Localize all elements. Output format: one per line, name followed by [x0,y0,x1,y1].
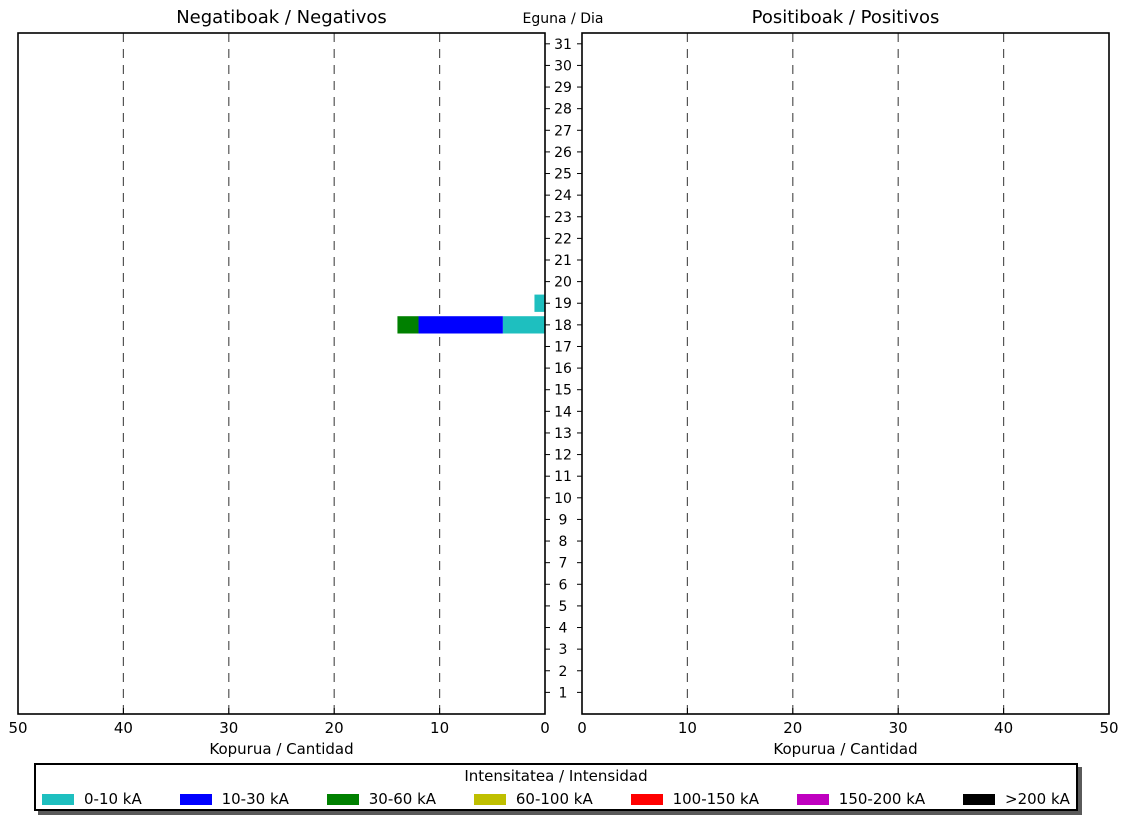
legend-swatch [630,793,663,805]
legend-items: 0-10 kA 10-30 kA 30-60 kA 60-100 kA 100-… [42,789,1070,809]
day-label: 12 [554,448,572,464]
x-tick-label: 0 [540,719,550,737]
day-label: 9 [559,512,568,528]
panel-title: Positiboak / Positivos [752,7,940,28]
x-tick-label: 20 [783,719,802,737]
x-axis-label: Kopurua / Cantidad [209,740,353,758]
day-label: 7 [559,556,568,572]
legend-swatch [796,793,829,805]
legend-swatch [179,793,212,805]
plot-frame [581,32,1110,715]
day-label: 8 [559,534,568,550]
x-tick-label: 10 [678,719,697,737]
bar-segment [502,316,545,334]
day-label: 3 [559,642,568,658]
bar-segment [418,316,503,334]
legend-item: 30-60 kA [326,790,437,808]
x-tick-label: 50 [1099,719,1118,737]
legend-item: 10-30 kA [179,790,289,808]
day-label: 16 [554,361,572,377]
legend-title: Intensitatea / Intensidad [464,767,648,785]
day-label: 26 [554,145,572,161]
day-label: 27 [554,123,572,139]
legend-swatch [326,793,359,805]
x-tick-label: 30 [889,719,908,737]
x-tick-label: 40 [114,719,133,737]
legend-label: 100-150 kA [672,790,759,808]
bar-segment [534,294,545,312]
legend-label: >200 kA [1005,790,1070,808]
day-label: 19 [554,296,572,312]
day-label: 24 [554,188,572,204]
day-label: 6 [559,577,568,593]
day-label: 4 [559,621,568,637]
center-axis-label: Eguna / Dia [523,11,604,27]
day-label: 11 [554,469,572,485]
day-label: 2 [559,664,568,680]
x-axis-label: Kopurua / Cantidad [773,740,917,758]
legend-label: 30-60 kA [368,790,437,808]
day-label: 28 [554,102,572,118]
day-label: 15 [554,383,572,399]
x-tick-label: 40 [994,719,1013,737]
day-label: 5 [559,599,568,615]
bar-segment [397,316,419,334]
legend-swatch [42,793,74,805]
day-label: 21 [554,253,572,269]
day-label: 14 [554,404,572,420]
legend-item: 0-10 kA [42,790,142,808]
legend-item: 60-100 kA [473,790,593,808]
day-label: 30 [554,58,572,74]
day-label: 13 [554,426,572,442]
day-label: 23 [554,210,572,226]
day-label: 20 [554,275,572,291]
plot-frame [17,32,546,715]
day-label: 29 [554,80,572,96]
day-label: 31 [554,37,572,53]
legend-item: 150-200 kA [796,790,926,808]
legend-label: 60-100 kA [515,790,593,808]
day-label: 1 [559,685,568,701]
legend-label: 0-10 kA [84,790,142,808]
legend-item: >200 kA [963,790,1070,808]
day-label: 25 [554,167,572,183]
legend-item: 100-150 kA [630,790,759,808]
x-tick-label: 50 [8,719,27,737]
x-tick-label: 20 [325,719,344,737]
x-tick-label: 30 [219,719,238,737]
panel-title: Negatiboak / Negativos [176,7,387,28]
legend-swatch [963,793,995,805]
legend-swatch [473,793,506,805]
day-label: 17 [554,339,572,355]
x-tick-label: 10 [430,719,449,737]
legend-label: 10-30 kA [221,790,289,808]
x-tick-label: 0 [577,719,587,737]
legend-label: 150-200 kA [838,790,926,808]
day-label: 22 [554,231,572,247]
day-label: 18 [554,318,572,334]
legend: Intensitatea / Intensidad 0-10 kA 10-30 … [34,763,1078,811]
day-label: 10 [554,491,572,507]
